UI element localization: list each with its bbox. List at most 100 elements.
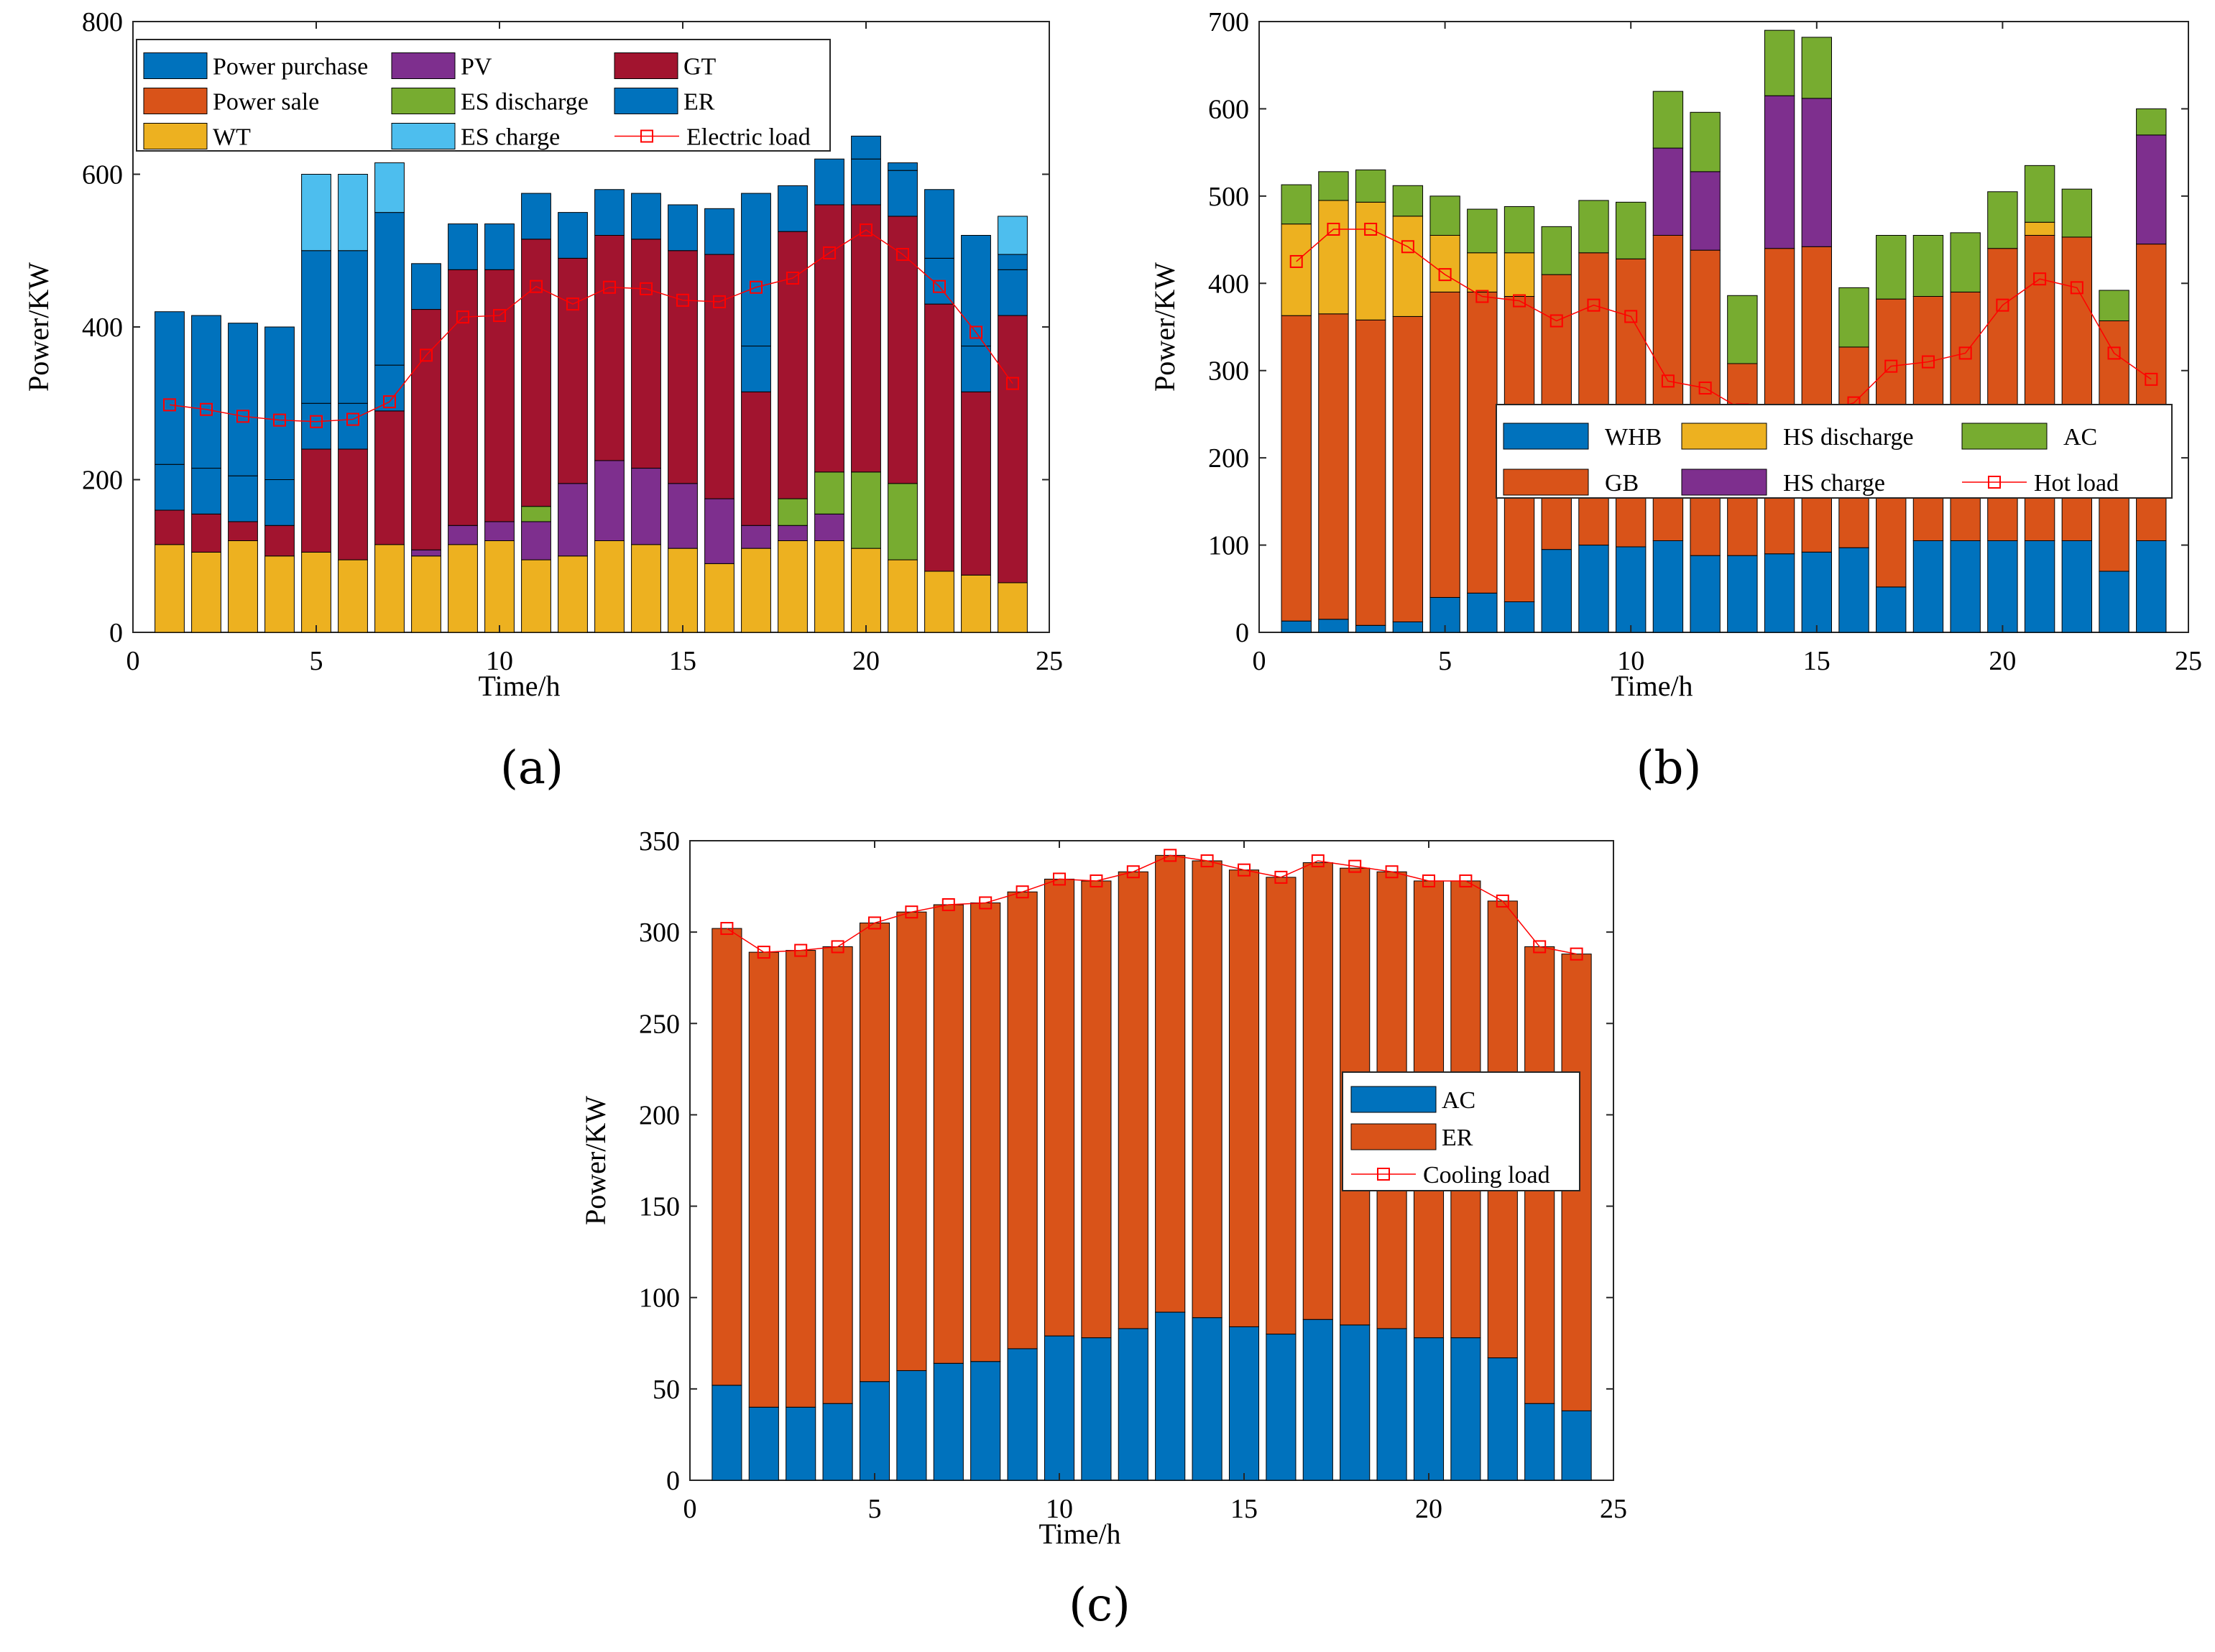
bar-ac: [1487, 1357, 1518, 1481]
bar-wt: [961, 574, 991, 633]
bar-er: [155, 463, 185, 511]
bar-gt: [741, 391, 771, 526]
bar-wt: [191, 551, 221, 633]
bar-ac: [1081, 1337, 1112, 1481]
bar-er: [1118, 871, 1148, 1329]
bar-ac: [1376, 1328, 1407, 1481]
bar-ac: [859, 1381, 890, 1481]
marker-hot-load: [2033, 272, 2047, 286]
bar-power-purchase: [741, 193, 771, 347]
marker-hot-load: [2107, 346, 2121, 360]
bar-er: [814, 158, 844, 206]
bar-er: [521, 193, 551, 240]
bar-gt: [594, 235, 625, 461]
legend-label: AC: [1442, 1087, 1475, 1114]
marker-cooling-load: [1274, 870, 1288, 884]
bar-whb: [2061, 540, 2093, 633]
bar-es-charge: [338, 174, 368, 252]
marker-electric-load: [603, 280, 616, 294]
y-axis-label: Power/KW: [1148, 262, 1181, 392]
legend: AC ER Cooling load: [1342, 1071, 1580, 1191]
bar-wt: [631, 544, 661, 633]
bar-power-purchase: [961, 235, 991, 347]
bar-whb: [1392, 621, 1424, 633]
bar-ac: [1266, 1334, 1297, 1481]
y-tick-label: 0: [109, 618, 123, 648]
bar-er: [961, 346, 991, 392]
y-tick-label: 400: [1208, 269, 1249, 299]
bar-ac: [1524, 1403, 1555, 1481]
bar-pv: [411, 549, 441, 557]
bar-whb: [1690, 555, 1721, 633]
legend-label: Power purchase: [213, 54, 368, 80]
marker-electric-load: [750, 280, 763, 294]
x-tick-label: 10: [1046, 1494, 1073, 1524]
bar-ac: [933, 1362, 964, 1481]
y-tick-label: 200: [639, 1100, 680, 1130]
bar-wt: [741, 548, 771, 633]
bar-ac: [1450, 1337, 1481, 1481]
bar-whb: [1727, 555, 1758, 633]
bar-gb: [1578, 252, 1609, 546]
bar-er: [374, 364, 405, 412]
bar-power-purchase: [338, 250, 368, 404]
bar-hs-discharge: [1467, 252, 1498, 292]
marker-hot-load: [1438, 268, 1452, 282]
bar-whb: [2024, 540, 2055, 633]
legend-swatch: [1961, 423, 2048, 450]
bar-gt: [264, 525, 295, 557]
bar-gt: [961, 391, 991, 576]
y-tick-label: 300: [1208, 356, 1249, 387]
y-tick-label: 350: [639, 826, 680, 857]
bar-gb: [1318, 313, 1349, 620]
bar-whb: [1950, 540, 1981, 633]
bar-pv: [594, 460, 625, 541]
bar-ac: [1392, 185, 1424, 217]
bar-whb: [1987, 540, 2018, 633]
x-tick-label: 15: [669, 646, 696, 676]
bar-hs-discharge: [1429, 235, 1460, 292]
marker-hot-load: [1475, 290, 1489, 303]
bar-gt: [924, 303, 954, 572]
bar-wt: [411, 555, 441, 633]
bar-pv: [668, 483, 698, 549]
bar-gt: [998, 315, 1028, 583]
y-tick-label: 100: [1208, 531, 1249, 561]
legend-label: Electric load: [686, 124, 811, 151]
bar-gb: [1281, 315, 1312, 622]
marker-cooling-load: [1053, 872, 1066, 886]
marker-electric-load: [530, 280, 543, 293]
bar-er: [786, 950, 816, 1408]
bar-hs-discharge: [1318, 200, 1349, 315]
marker-cooling-load: [720, 922, 734, 936]
x-tick-label: 15: [1803, 646, 1831, 676]
bar-power-purchase: [264, 326, 295, 480]
x-tick-label: 10: [1617, 646, 1644, 676]
x-axis-label: Time/h: [1039, 1518, 1120, 1550]
marker-cooling-load: [831, 940, 844, 954]
marker-hot-load: [2070, 281, 2083, 295]
marker-electric-load: [933, 280, 946, 293]
marker-electric-load: [493, 309, 506, 323]
bar-ac: [1541, 226, 1572, 275]
bar-ac: [1228, 1326, 1260, 1481]
bar-hs-discharge: [2024, 221, 2055, 236]
bar-ac: [1838, 287, 1869, 348]
marker-hot-load: [1401, 240, 1414, 254]
bar-gt: [778, 231, 808, 499]
bar-pv: [484, 521, 515, 541]
bar-wt: [484, 540, 515, 633]
legend-swatch: [1503, 469, 1589, 496]
y-tick-label: 600: [82, 160, 123, 190]
bar-es-discharge: [521, 506, 551, 522]
bar-wt: [704, 563, 735, 633]
legend-label: ES discharge: [461, 89, 589, 116]
bar-power-purchase: [851, 135, 881, 160]
bar-er: [301, 402, 331, 450]
marker-electric-load: [860, 223, 872, 237]
y-tick-label: 100: [639, 1283, 680, 1314]
bar-er: [896, 911, 927, 1371]
bar-er: [1228, 869, 1260, 1327]
y-tick-label: 200: [1208, 443, 1249, 474]
bar-er: [264, 479, 295, 526]
